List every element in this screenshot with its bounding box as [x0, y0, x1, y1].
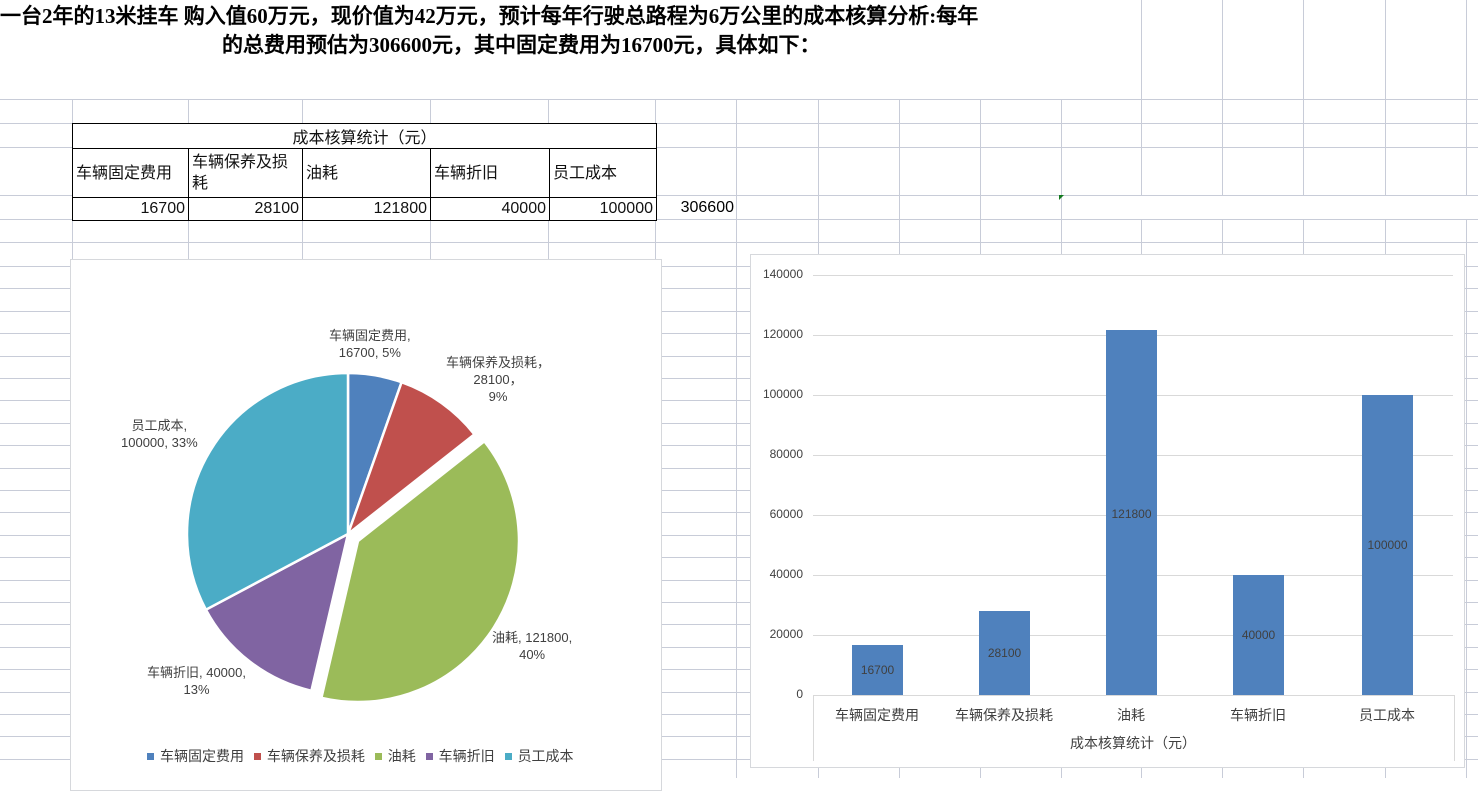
- bar-fuel[interactable]: 121800: [1106, 330, 1157, 695]
- legend-swatch-icon: [147, 752, 154, 760]
- column-header-fuel[interactable]: 油耗: [302, 148, 431, 198]
- cell-error-indicator-icon: [1059, 195, 1064, 200]
- y-tick-label: 140000: [762, 267, 803, 281]
- legend-swatch-icon: [425, 752, 433, 760]
- x-category-label: 员工成本: [1359, 707, 1415, 723]
- gridline: [0, 512, 1478, 513]
- gridline: [0, 468, 1478, 469]
- column-header-fixed-cost[interactable]: 车辆固定费用: [72, 148, 189, 198]
- pie-label-fuel: 油耗, 121800, 40%: [492, 630, 573, 662]
- title-line-1: 一台2年的13米挂车 购入值60万元，现价值为42万元，预计每年行驶总路程为6万…: [0, 4, 979, 28]
- gridline: [0, 557, 1478, 558]
- gridline: [0, 624, 1478, 625]
- gridline: [813, 275, 1453, 276]
- gridline: [0, 99, 1478, 100]
- gridline: [0, 445, 1478, 446]
- gridline: [0, 423, 1478, 424]
- gridline: [0, 714, 1478, 715]
- gridline: [0, 147, 1478, 148]
- legend-item-fuel[interactable]: 油耗: [374, 746, 416, 766]
- pie-slice-fuel: [319, 439, 521, 704]
- value-cell-depreciation[interactable]: 40000: [430, 197, 550, 221]
- y-tick-label: 20000: [769, 627, 803, 641]
- legend-swatch-icon: [504, 752, 512, 760]
- x-category-label: 车辆折旧: [1230, 707, 1286, 723]
- x-axis-title: 成本核算统计（元）: [1070, 735, 1196, 751]
- pie-slice-maintenance: [345, 380, 477, 538]
- x-category-label: 车辆保养及损耗: [955, 707, 1053, 723]
- title-line-2: 的总费用预估为306600元，其中固定费用为16700元，具体如下：: [222, 33, 821, 57]
- bar-chart[interactable]: 140000 120000 100000 80000 60000 40000 2…: [750, 254, 1465, 768]
- x-axis: [813, 695, 1455, 761]
- gridline: [0, 333, 1478, 334]
- gridline: [0, 535, 1478, 536]
- gridline: [1466, 0, 1467, 778]
- y-tick-label: 0: [796, 687, 803, 701]
- pie-plot: [185, 371, 521, 704]
- value-cell-fixed-cost[interactable]: 16700: [72, 197, 189, 221]
- gridline: [0, 669, 1478, 670]
- column-header-depreciation[interactable]: 车辆折旧: [430, 148, 550, 198]
- gridline: [0, 266, 1478, 267]
- gridline: [0, 400, 1478, 401]
- merged-cell[interactable]: [1062, 196, 1478, 219]
- bar-maintenance[interactable]: 28100: [979, 611, 1030, 695]
- legend-swatch-icon: [374, 752, 382, 760]
- table-header-cell[interactable]: 成本核算统计（元）: [72, 123, 657, 149]
- value-cell-staff-cost[interactable]: 100000: [549, 197, 657, 221]
- gridline: [0, 736, 1478, 737]
- gridline: [0, 195, 1478, 196]
- legend-item-staff-cost[interactable]: 员工成本: [504, 746, 574, 766]
- value-cell-fuel[interactable]: 121800: [302, 197, 431, 221]
- legend-item-fixed-cost[interactable]: 车辆固定费用: [147, 746, 244, 766]
- gridline: [0, 242, 1478, 243]
- x-category-label: 车辆固定费用: [835, 707, 919, 723]
- legend-item-depreciation[interactable]: 车辆折旧: [425, 746, 495, 766]
- gridline: [0, 311, 1478, 312]
- merged-title-cell[interactable]: [0, 0, 1141, 99]
- gridline: [0, 602, 1478, 603]
- bar-fixed-cost[interactable]: 16700: [852, 645, 903, 695]
- total-cell[interactable]: 306600: [680, 199, 734, 216]
- pie-label-maintenance: 车辆保养及损耗， 28100， 9%: [446, 355, 551, 404]
- y-tick-label: 60000: [769, 507, 803, 521]
- pie-slice-staff-cost: [185, 371, 350, 612]
- pie-label-fixed-cost: 车辆固定费用, 16700, 5%: [329, 328, 411, 360]
- x-category-label: 油耗: [1117, 707, 1145, 723]
- pie-legend: 车辆固定费用 车辆保养及损耗 油耗 车辆折旧 员工成本: [147, 746, 580, 766]
- gridline: [0, 759, 1478, 760]
- bar-depreciation[interactable]: 40000: [1233, 575, 1284, 695]
- gridline: [0, 123, 1478, 124]
- legend-item-maintenance[interactable]: 车辆保养及损耗: [253, 746, 365, 766]
- gridline: [0, 580, 1478, 581]
- gridline: [0, 692, 1478, 693]
- pie-slice-depreciation: [204, 531, 350, 693]
- column-header-maintenance[interactable]: 车辆保养及损耗: [188, 148, 303, 198]
- pie-label-depreciation: 车辆折旧, 40000, 13%: [147, 665, 246, 697]
- bar-staff-cost[interactable]: 100000: [1362, 395, 1413, 695]
- cost-table: 成本核算统计（元） 车辆固定费用 车辆保养及损耗 油耗 车辆折旧 员工成本 16…: [72, 123, 657, 221]
- gridline: [736, 99, 737, 778]
- column-header-staff-cost[interactable]: 员工成本: [549, 148, 657, 198]
- gridline: [0, 647, 1478, 648]
- gridline: [0, 490, 1478, 491]
- gridline: [0, 219, 1478, 220]
- pie-chart[interactable]: 车辆固定费用, 16700, 5% 车辆保养及损耗， 28100， 9% 油耗, 12…: [70, 259, 662, 791]
- y-tick-label: 100000: [762, 387, 803, 401]
- legend-swatch-icon: [253, 752, 261, 760]
- value-cell-maintenance[interactable]: 28100: [188, 197, 303, 221]
- y-tick-label: 80000: [769, 447, 803, 461]
- y-tick-label: 40000: [769, 567, 803, 581]
- gridline: [0, 378, 1478, 379]
- y-tick-label: 120000: [762, 327, 803, 341]
- pie-label-staff-cost: 员工成本, 100000, 33%: [121, 418, 198, 450]
- gridline: [0, 288, 1478, 289]
- gridline: [0, 356, 1478, 357]
